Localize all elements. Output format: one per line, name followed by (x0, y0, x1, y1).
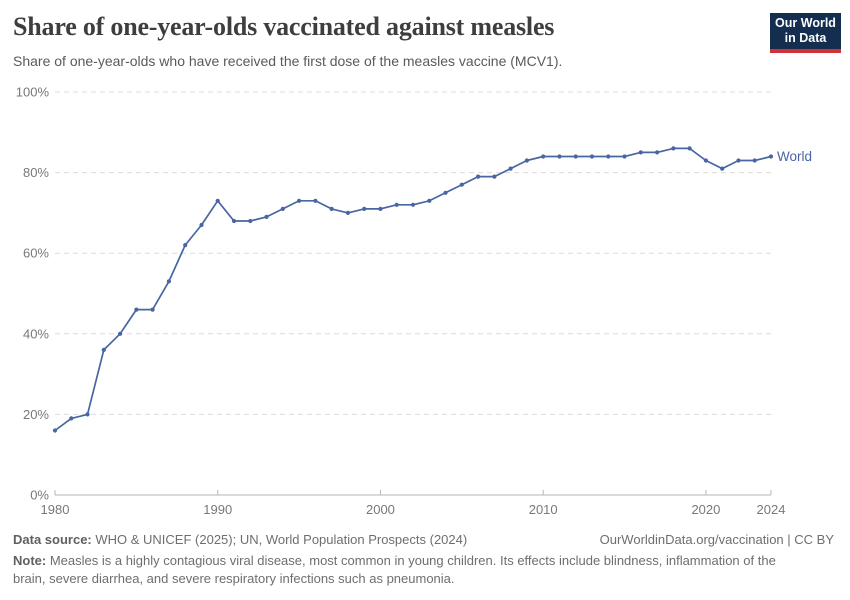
data-point[interactable] (134, 307, 139, 312)
note-label: Note: (13, 553, 47, 568)
y-tick-label: 80% (23, 165, 49, 180)
data-point[interactable] (52, 428, 58, 433)
data-point[interactable] (297, 198, 302, 203)
data-point[interactable] (622, 154, 627, 159)
x-tick-label: 1980 (41, 502, 70, 517)
owid-logo-text: Our World in Data (770, 13, 841, 49)
data-point[interactable] (557, 154, 562, 159)
series-label-world[interactable]: World (777, 149, 812, 164)
data-point[interactable] (638, 150, 643, 155)
data-point[interactable] (264, 214, 269, 219)
data-point[interactable] (736, 158, 741, 163)
data-point[interactable] (541, 154, 546, 159)
y-tick-label: 60% (23, 246, 49, 261)
x-tick-label: 2000 (366, 502, 395, 517)
world-line[interactable] (54, 147, 772, 432)
data-point[interactable] (606, 154, 611, 159)
owid-logo[interactable]: Our World in Data (770, 13, 841, 53)
data-point[interactable] (655, 150, 660, 155)
data-point[interactable] (459, 182, 464, 187)
x-tick-label: 2024 (757, 502, 786, 517)
data-point[interactable] (476, 174, 481, 179)
data-point[interactable] (118, 331, 123, 336)
data-point[interactable] (313, 198, 318, 203)
data-point[interactable] (752, 158, 757, 163)
x-tick-label: 2020 (691, 502, 720, 517)
data-point[interactable] (231, 218, 237, 224)
data-point[interactable] (150, 307, 155, 312)
footer: Data source: WHO & UNICEF (2025); UN, Wo… (13, 532, 834, 547)
note-text: Measles is a highly contagious viral dis… (13, 553, 776, 587)
chart-subtitle: Share of one-year-olds who have received… (13, 53, 563, 69)
owid-logo-line1: Our World (775, 16, 836, 30)
data-point[interactable] (443, 190, 448, 195)
data-point[interactable] (101, 347, 106, 352)
data-point[interactable] (508, 166, 513, 171)
data-point[interactable] (768, 154, 774, 159)
y-tick-label: 0% (30, 488, 49, 503)
data-source-label: Data source: (13, 532, 92, 547)
data-point[interactable] (215, 198, 220, 203)
data-point[interactable] (671, 146, 676, 151)
data-point[interactable] (720, 166, 725, 171)
data-point[interactable] (524, 158, 530, 163)
data-point[interactable] (378, 206, 383, 211)
data-point[interactable] (329, 206, 334, 211)
footer-right: OurWorldinData.org/vaccination | CC BY (600, 532, 834, 547)
data-point[interactable] (280, 206, 285, 211)
data-point[interactable] (183, 243, 188, 248)
data-point[interactable] (589, 154, 595, 159)
data-point[interactable] (394, 202, 399, 207)
data-point[interactable] (166, 279, 171, 284)
data-point[interactable] (85, 412, 90, 417)
data-point[interactable] (362, 206, 367, 211)
x-tick-label: 2010 (529, 502, 558, 517)
owid-logo-line2: in Data (784, 31, 827, 45)
footer-link[interactable]: OurWorldinData.org/vaccination (599, 532, 784, 547)
data-point[interactable] (248, 218, 253, 224)
data-point[interactable] (427, 198, 432, 203)
data-point[interactable] (69, 416, 74, 421)
y-tick-label: 20% (23, 407, 49, 422)
y-tick-label: 40% (23, 326, 49, 341)
data-point[interactable] (703, 158, 709, 163)
page-title: Share of one-year-olds vaccinated agains… (13, 12, 555, 41)
footer-license: | CC BY (783, 532, 834, 547)
data-point[interactable] (492, 174, 497, 179)
data-point[interactable] (687, 146, 692, 151)
data-point[interactable] (345, 210, 350, 215)
x-tick-label: 1990 (203, 502, 232, 517)
y-tick-label: 100% (16, 85, 50, 100)
data-point[interactable] (573, 154, 578, 159)
data-source: Data source: WHO & UNICEF (2025); UN, Wo… (13, 532, 467, 547)
data-source-text: WHO & UNICEF (2025); UN, World Populatio… (91, 532, 468, 547)
data-point[interactable] (199, 222, 204, 228)
footnote: Note: Measles is a highly contagious vir… (13, 552, 805, 589)
data-point[interactable] (410, 202, 416, 207)
